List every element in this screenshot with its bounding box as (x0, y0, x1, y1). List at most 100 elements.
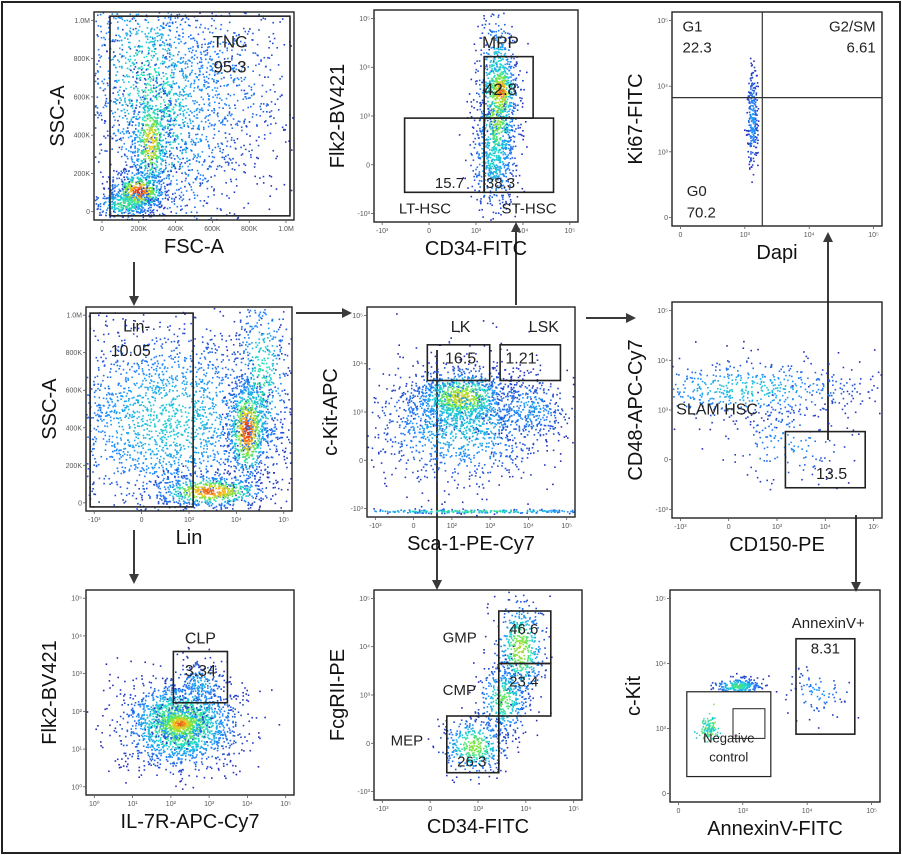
gate-value: 70.2 (687, 204, 716, 221)
x-tick-label: -10³ (88, 517, 101, 524)
gate-name: GMP (443, 630, 477, 647)
y-tick-label: -10³ (656, 507, 669, 514)
x-axis-label: CD34-FITC (427, 816, 529, 838)
y-tick-label: 800K (74, 56, 91, 63)
gate-name: MEP (391, 732, 424, 749)
y-axis-label: FcgRII-PE (327, 649, 349, 741)
x-tick-label: 0 (727, 524, 731, 531)
negative-control-inset: Negative control (686, 691, 772, 778)
x-tick-label: 10³ (485, 523, 496, 530)
x-tick-label: 10⁵ (868, 232, 879, 239)
x-axis-label: FSC-A (164, 236, 225, 258)
gate-box (497, 662, 552, 717)
panel-cd34-fcgr: -10³ 0 10³ 10⁴ 10⁵ -10³ 0 10³ 10⁴ 10⁵ CD34-FITC Fcg… (327, 589, 583, 838)
gate-box (795, 637, 856, 735)
gate-tnc: TNC 95.3 (109, 15, 291, 217)
y-tick-label: 10⁴ (359, 65, 370, 72)
y-tick-label: 200K (66, 463, 83, 470)
y-tick-label: 0 (664, 457, 668, 464)
panel-cd150-cd48: -10³ 0 10³ 10⁴ 10⁵ -10³ 0 10³ 10⁴ 10⁵ CD150-PE CD48… (625, 301, 883, 556)
x-tick-label: 0 (678, 232, 682, 239)
panel-cd34-flk2-lsk: -10³ 0 10³ 10⁴ 10⁵ -10³ 0 10³ 10⁴ 10⁵ CD34-FITC Flk… (327, 9, 579, 260)
gate-g1: G1 22.3 (683, 18, 712, 56)
gate-name: LK (451, 319, 471, 336)
y-axis-label: CD48-APC-Cy7 (625, 339, 647, 480)
y-tick-label: 10⁵ (359, 596, 370, 603)
y-axis-label: Flk2-BV421 (39, 640, 61, 745)
gate-name: MPP (482, 33, 519, 52)
x-tick-label: 10³ (204, 801, 215, 808)
y-tick-label: 10⁵ (657, 18, 668, 25)
x-tick-label: 10³ (471, 228, 482, 235)
dot-cloud (458, 12, 529, 221)
x-tick-label: 10³ (738, 808, 749, 815)
gate-box (483, 117, 555, 194)
gate-slam-hsc: SLAM HSC 13.5 (676, 401, 867, 489)
panel-fsc-ssc: 0 200K 400K 600K 800K 1.0M 0 200K 400K 600K 800K 1.… (47, 11, 295, 258)
gate-st-hsc: ST-HSC 38.3 (483, 117, 557, 218)
y-tick-label: 10⁵ (352, 313, 363, 320)
y-tick-label: 10⁴ (657, 358, 668, 365)
x-tick-label: 10² (166, 801, 177, 808)
x-axis-label: IL-7R-APC-Cy7 (121, 811, 260, 833)
plot-frame (85, 589, 295, 796)
y-axis-label: SSC-A (47, 85, 69, 147)
x-tick-label: 10⁴ (820, 524, 831, 531)
gate-value: 6.61 (846, 40, 875, 57)
y-tick-label: 0 (86, 209, 90, 216)
panel-dapi-ki67: 0 10³ 10⁴ 10⁵010³10⁴10⁵DapiKi67-FITCG122.3G… (625, 11, 883, 264)
x-tick-label: 10⁵ (280, 801, 291, 808)
x-axis-label: CD34-FITC (425, 238, 527, 260)
y-tick-label: 0 (366, 741, 370, 748)
inset-label: control (709, 749, 748, 764)
x-tick-label: 10⁴ (523, 523, 534, 530)
x-tick-label: 10¹ (128, 801, 139, 808)
gate-annexinv-: AnnexinV+ 8.31 (792, 615, 865, 735)
y-tick-label: 10³ (656, 726, 667, 733)
y-tick-label: 10³ (658, 408, 669, 415)
gate-box (109, 15, 291, 217)
gate-name: G2/SM (829, 18, 876, 35)
gate-cmp: CMP 23.4 (443, 662, 552, 717)
y-tick-label: 10⁵ (655, 596, 666, 603)
y-tick-label: 10⁴ (352, 361, 363, 368)
x-axis-label: AnnexinV-FITC (707, 818, 843, 840)
gate-lk: LK 16.5 (426, 319, 491, 382)
y-tick-label: 10³ (72, 671, 83, 678)
gate-value: 8.31 (811, 641, 840, 658)
inset-gate-box (732, 708, 766, 739)
x-tick-label: 10⁰ (89, 800, 100, 808)
gate-name: LSK (529, 319, 560, 336)
y-tick-label: 10⁵ (71, 596, 82, 603)
y-axis-label: c-Kit (623, 676, 645, 716)
y-axis-label: SSC-A (39, 378, 61, 440)
gate-name: AnnexinV+ (792, 615, 865, 632)
gate-value: 23.4 (509, 674, 538, 691)
gate-name: Lin- (123, 318, 150, 335)
x-tick-label: 0 (428, 806, 432, 813)
y-tick-label: 0 (662, 791, 666, 798)
x-tick-label: -10³ (376, 228, 389, 235)
y-tick-label: 10¹ (72, 747, 83, 754)
x-tick-label: -10³ (674, 524, 687, 531)
x-tick-label: 10⁵ (561, 523, 572, 530)
x-axis-label: Dapi (756, 242, 797, 264)
x-axis-label: Sca-1-PE-Cy7 (407, 533, 535, 555)
gate-name: G0 (687, 183, 707, 200)
panel-lin-ssc: -10³ 0 10³ 10⁴ 10⁵ 0 200K 400K 600K 800K 1.0M Lin SS… (39, 306, 293, 549)
y-tick-label: -10³ (351, 506, 364, 513)
y-tick-label: -10³ (358, 789, 371, 796)
y-tick-label: 1.0M (74, 18, 90, 25)
gate-box (426, 343, 491, 382)
inset-label: Negative (703, 731, 754, 746)
y-tick-label: 10⁴ (657, 84, 668, 91)
y-tick-label: 1.0M (66, 313, 82, 320)
y-tick-label: 10² (72, 709, 83, 716)
y-tick-label: 10⁵ (359, 16, 370, 23)
gate-name: CLP (185, 630, 216, 647)
y-tick-label: 10⁴ (359, 644, 370, 651)
gate-clp: CLP 3.34 (172, 630, 229, 704)
x-tick-label: 10⁵ (278, 517, 289, 524)
y-tick-label: 10⁰ (71, 783, 82, 791)
y-tick-label: 10⁴ (655, 661, 666, 668)
